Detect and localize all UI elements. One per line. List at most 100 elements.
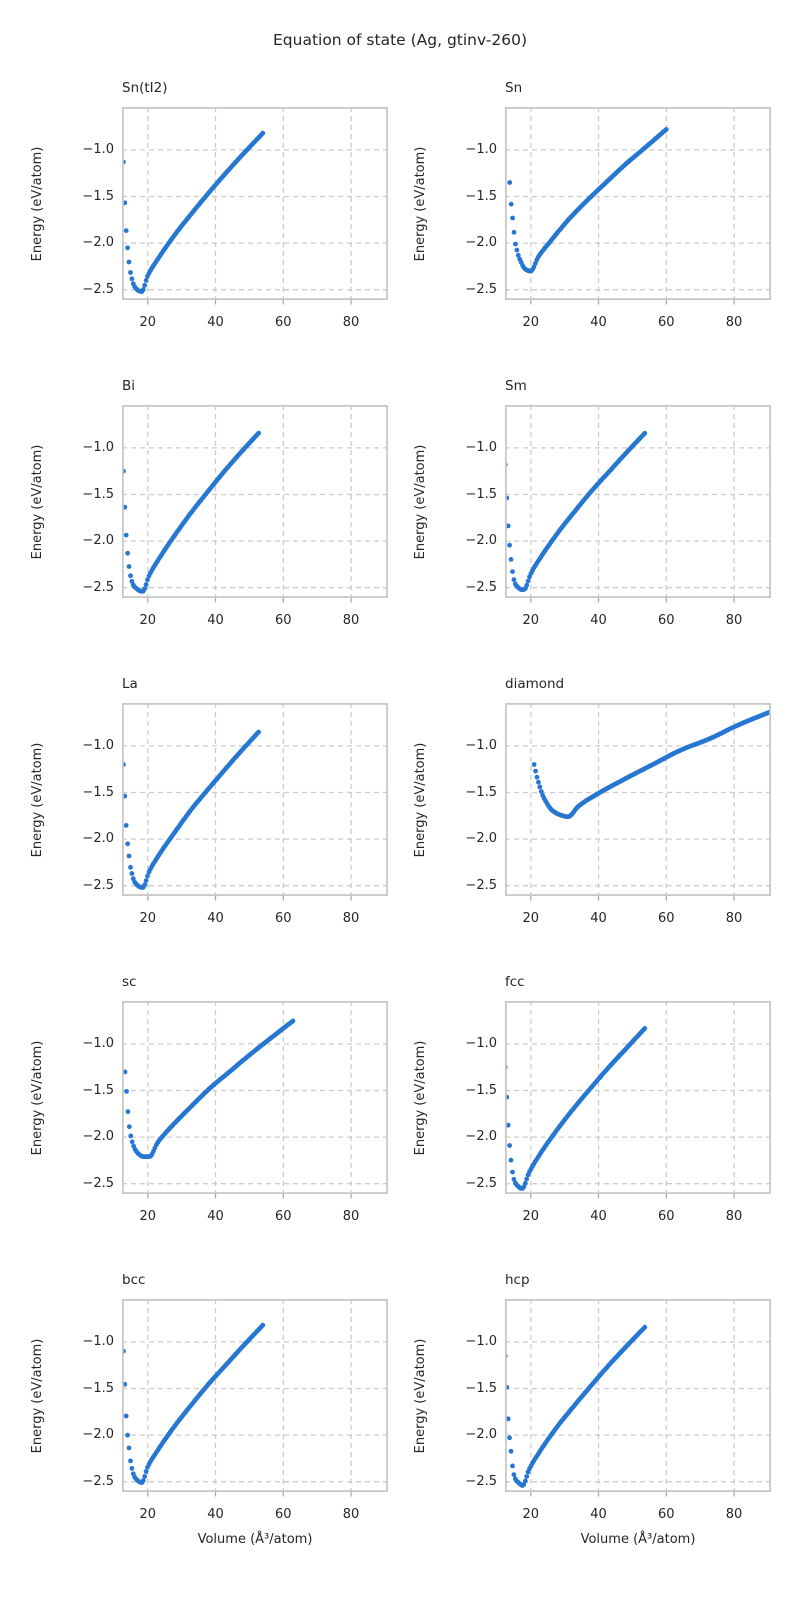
y-tick-label: −1.5 bbox=[465, 784, 497, 800]
axes-frame bbox=[504, 1000, 772, 1194]
subplot-title: fcc bbox=[505, 974, 525, 990]
subplot-title: Sn bbox=[505, 80, 523, 96]
y-tick-label: −2.0 bbox=[465, 1129, 497, 1145]
y-tick-label: −2.0 bbox=[82, 533, 114, 549]
y-axis-label: Energy (eV/atom) bbox=[413, 1338, 428, 1453]
y-tick-label: −2.0 bbox=[82, 831, 114, 847]
axes-frame bbox=[504, 702, 772, 896]
grid-lines bbox=[505, 405, 771, 598]
x-tick-marks bbox=[147, 1492, 352, 1497]
x-tick-marks bbox=[530, 1194, 735, 1199]
x-tick-label: 40 bbox=[590, 1507, 607, 1522]
y-axis-label: Energy (eV/atom) bbox=[30, 1040, 45, 1155]
y-tick-label: −1.0 bbox=[82, 141, 114, 157]
x-axis-label: Volume (Å³/atom) bbox=[197, 1532, 313, 1547]
x-tick-marks bbox=[530, 1492, 735, 1497]
x-tick-label: 40 bbox=[207, 613, 224, 628]
y-tick-label: −2.5 bbox=[82, 1175, 114, 1191]
data-points bbox=[505, 430, 648, 592]
axes-frame bbox=[121, 1000, 389, 1194]
x-tick-label: 80 bbox=[342, 315, 360, 330]
x-tick-label: 60 bbox=[658, 315, 675, 330]
x-tick-label: 80 bbox=[342, 1209, 360, 1224]
y-tick-label: −2.0 bbox=[465, 533, 497, 549]
y-tick-label: −1.0 bbox=[82, 737, 114, 753]
y-tick-label: −1.5 bbox=[465, 1380, 497, 1396]
y-axis-label: Energy (eV/atom) bbox=[30, 146, 45, 261]
scatter-plot bbox=[504, 106, 772, 305]
y-tick-label: −2.0 bbox=[82, 1129, 114, 1145]
y-tick-label: −1.0 bbox=[465, 737, 497, 753]
subplot-title: diamond bbox=[505, 676, 565, 692]
data-points bbox=[122, 729, 261, 890]
x-tick-label: 80 bbox=[725, 1507, 743, 1522]
x-tick-label: 80 bbox=[342, 1507, 360, 1522]
y-tick-label: −1.5 bbox=[82, 486, 114, 502]
x-tick-label: 60 bbox=[275, 315, 292, 330]
x-tick-marks bbox=[530, 598, 735, 603]
grid-lines bbox=[122, 1299, 388, 1492]
x-tick-label: 20 bbox=[139, 1507, 157, 1522]
grid-lines bbox=[122, 107, 388, 300]
x-tick-label: 40 bbox=[207, 1209, 224, 1224]
subplot-title: hcp bbox=[505, 1272, 530, 1288]
x-axis-label: Volume (Å³/atom) bbox=[580, 1532, 696, 1547]
grid-lines bbox=[122, 1001, 388, 1194]
x-tick-label: 80 bbox=[342, 911, 360, 926]
x-tick-label: 40 bbox=[207, 911, 224, 926]
axes-frame bbox=[504, 1298, 772, 1492]
y-tick-label: −1.0 bbox=[82, 1333, 114, 1349]
scatter-plot bbox=[504, 702, 772, 901]
y-axis-label: Energy (eV/atom) bbox=[413, 742, 428, 857]
y-tick-label: −2.5 bbox=[465, 1175, 497, 1191]
y-tick-label: −2.0 bbox=[82, 235, 114, 251]
y-tick-label: −1.0 bbox=[465, 1333, 497, 1349]
subplot-title: Sn(tI2) bbox=[122, 80, 168, 96]
y-axis-label: Energy (eV/atom) bbox=[30, 742, 45, 857]
x-tick-label: 20 bbox=[139, 315, 157, 330]
y-tick-label: −1.5 bbox=[82, 784, 114, 800]
data-points bbox=[531, 709, 771, 820]
y-tick-label: −1.5 bbox=[465, 188, 497, 204]
x-tick-label: 20 bbox=[522, 1507, 540, 1522]
y-tick-label: −2.5 bbox=[465, 579, 497, 595]
x-tick-label: 60 bbox=[275, 911, 292, 926]
axes-frame bbox=[121, 702, 389, 896]
axes-frame bbox=[504, 404, 772, 598]
y-tick-label: −1.0 bbox=[82, 439, 114, 455]
scatter-plot bbox=[504, 404, 772, 603]
x-tick-label: 20 bbox=[522, 911, 540, 926]
x-tick-label: 40 bbox=[207, 1507, 224, 1522]
scatter-plot bbox=[121, 404, 389, 603]
x-tick-label: 60 bbox=[658, 1507, 675, 1522]
data-points bbox=[122, 1018, 296, 1160]
x-tick-label: 60 bbox=[275, 1209, 292, 1224]
x-tick-label: 80 bbox=[725, 613, 743, 628]
y-axis-label: Energy (eV/atom) bbox=[413, 444, 428, 559]
scatter-plot bbox=[504, 1000, 772, 1199]
y-tick-label: −1.5 bbox=[82, 1082, 114, 1098]
scatter-plot bbox=[121, 1000, 389, 1199]
subplot-title: Sm bbox=[505, 378, 527, 394]
y-tick-label: −1.0 bbox=[465, 141, 497, 157]
y-tick-label: −2.0 bbox=[465, 1427, 497, 1443]
scatter-plot bbox=[121, 106, 389, 305]
scatter-plot bbox=[121, 702, 389, 901]
y-tick-label: −2.0 bbox=[465, 831, 497, 847]
y-tick-label: −1.0 bbox=[465, 1035, 497, 1051]
x-tick-label: 80 bbox=[342, 613, 360, 628]
data-points bbox=[122, 1322, 266, 1485]
grid-lines bbox=[505, 107, 771, 300]
data-points bbox=[505, 1026, 648, 1191]
y-tick-label: −1.5 bbox=[82, 188, 114, 204]
axes-frame bbox=[121, 1298, 389, 1492]
x-tick-label: 60 bbox=[658, 613, 675, 628]
grid-lines bbox=[122, 703, 388, 896]
scatter-plot bbox=[121, 1298, 389, 1497]
x-tick-label: 20 bbox=[522, 1209, 540, 1224]
y-tick-label: −2.5 bbox=[82, 281, 114, 297]
x-tick-label: 20 bbox=[139, 613, 157, 628]
y-axis-label: Energy (eV/atom) bbox=[413, 146, 428, 261]
x-tick-label: 40 bbox=[590, 613, 607, 628]
